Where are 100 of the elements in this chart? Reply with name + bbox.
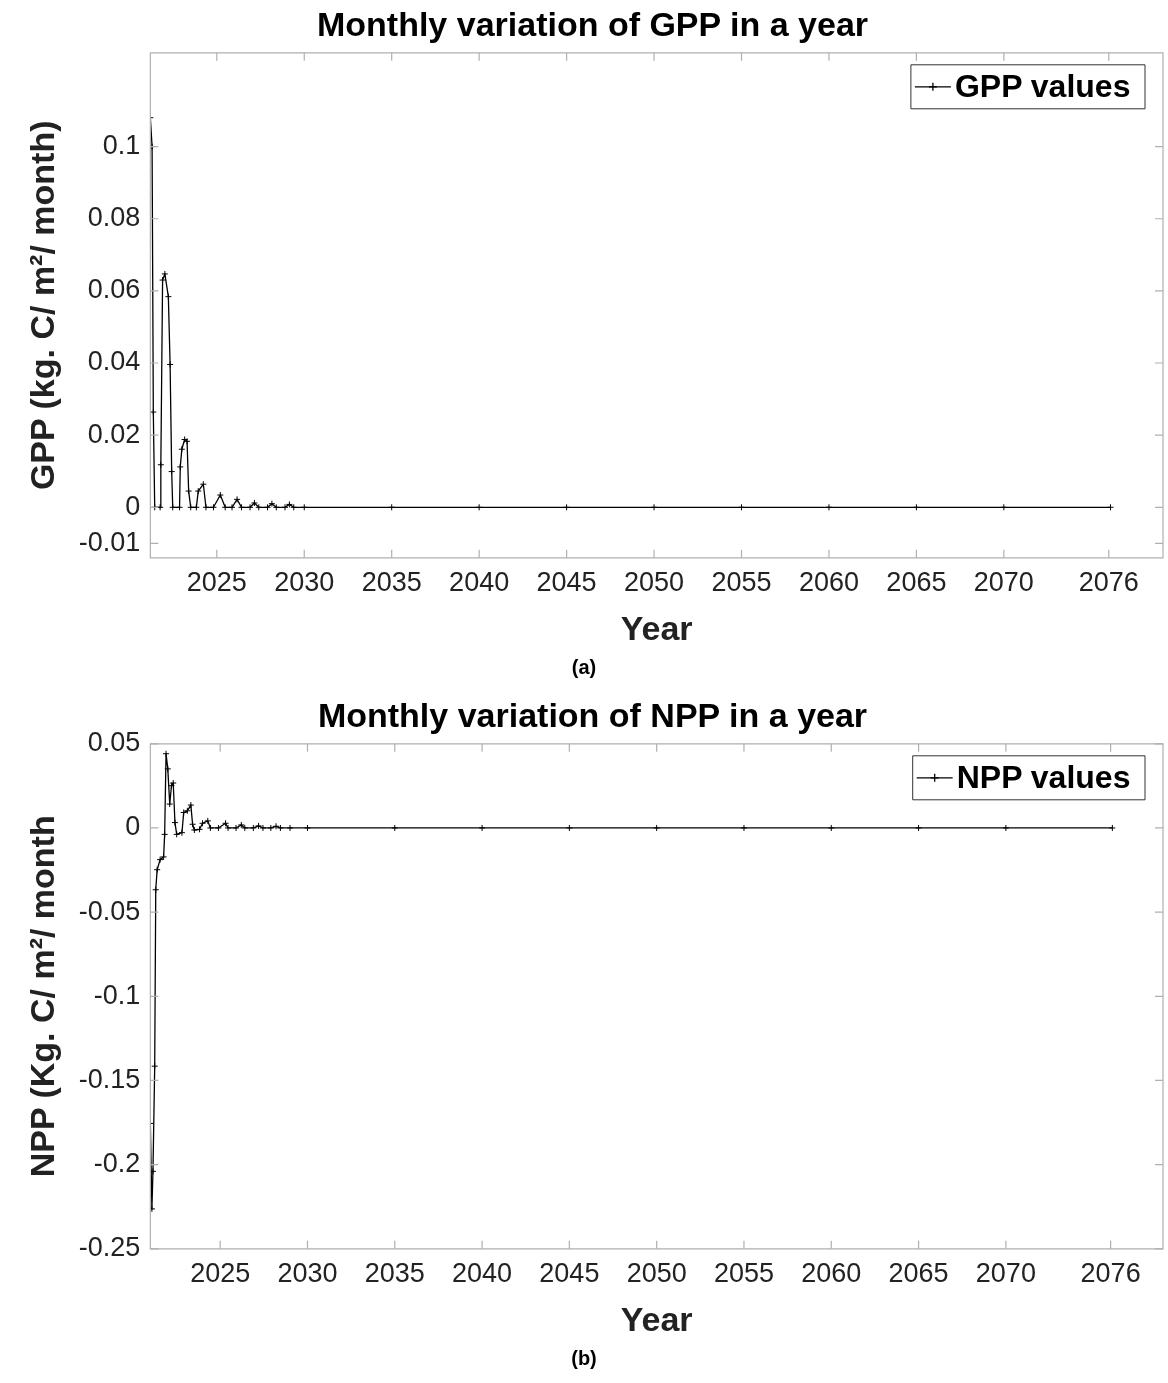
point [176, 503, 184, 511]
point [171, 819, 179, 827]
point [272, 503, 280, 511]
y-tick-label: -0.01 [78, 526, 141, 557]
y-tick-label: 0 [125, 490, 141, 521]
chart-title: Monthly variation of GPP in a year [316, 4, 869, 43]
point [196, 825, 204, 833]
point [912, 503, 920, 511]
point [176, 463, 184, 471]
point [268, 500, 276, 508]
x-tick-label: 2060 [801, 1258, 862, 1289]
point [1002, 824, 1010, 832]
point [300, 503, 308, 511]
y-tick-label: 0.08 [87, 202, 141, 233]
point [563, 503, 571, 511]
point [178, 829, 186, 837]
x-tick-label: 2045 [536, 567, 597, 598]
point [264, 503, 272, 511]
point [162, 750, 170, 758]
x-tick-label: 2076 [1080, 1258, 1141, 1289]
legend-label: NPP values [956, 758, 1131, 795]
point [189, 820, 197, 828]
point [173, 830, 181, 838]
x-tick-label: 2035 [361, 567, 422, 598]
point [825, 503, 833, 511]
y-tick-label: 0.06 [87, 274, 141, 305]
point [255, 822, 263, 830]
point [228, 503, 236, 511]
point [303, 824, 311, 832]
point [150, 1167, 157, 1175]
point [246, 503, 254, 511]
y-tick-label: 0.04 [87, 346, 141, 377]
point [150, 408, 157, 416]
point [168, 468, 176, 476]
point [209, 503, 217, 511]
point [157, 461, 165, 469]
point [237, 503, 245, 511]
point [164, 293, 172, 301]
x-tick-label: 2045 [539, 1258, 600, 1289]
y-axis-title: NPP (Kg. C/ m²/ month [22, 815, 61, 1178]
y-tick-label: 0.05 [87, 727, 141, 758]
y-tick-label: -0.1 [93, 979, 141, 1010]
point [237, 821, 245, 829]
point [241, 824, 249, 832]
point [166, 360, 174, 368]
x-axis-title: Year [620, 1299, 693, 1338]
point [216, 491, 224, 499]
y-tick-label: -0.2 [93, 1148, 141, 1179]
point [161, 270, 169, 278]
point [650, 503, 658, 511]
x-tick-label: 2030 [274, 567, 335, 598]
text: (b) [570, 1346, 598, 1371]
point [221, 503, 229, 511]
y-tick-label: -0.05 [78, 895, 141, 926]
point [388, 503, 396, 511]
x-tick-label: 2065 [886, 567, 947, 598]
point [199, 819, 207, 827]
x-tick-label: 2025 [190, 1258, 251, 1289]
point [160, 853, 168, 861]
x-tick-label: 2030 [277, 1258, 338, 1289]
x-tick-label: 2040 [452, 1258, 513, 1289]
point [161, 830, 169, 838]
text: (a) [570, 655, 598, 680]
point [214, 824, 222, 832]
x-tick-label: 2055 [713, 1258, 775, 1289]
point [267, 824, 275, 832]
point [565, 824, 573, 832]
x-tick-label: 2035 [364, 1258, 425, 1289]
point [156, 856, 164, 864]
point [164, 765, 172, 773]
x-tick-label: 2040 [449, 567, 510, 598]
point [183, 807, 191, 815]
point [276, 824, 284, 832]
y-tick-label: 0 [125, 811, 141, 842]
legend-label: GPP values [954, 67, 1131, 104]
point [391, 824, 399, 832]
point [187, 801, 195, 809]
x-axis-title: Year [620, 608, 693, 647]
x-tick-label: 2070 [973, 567, 1034, 598]
point [281, 503, 289, 511]
point [153, 866, 161, 874]
point [166, 800, 174, 808]
x-tick-label: 2076 [1078, 567, 1139, 598]
point [915, 824, 923, 832]
point [178, 445, 186, 453]
point [185, 487, 193, 495]
point [827, 824, 835, 832]
y-tick-label: -0.25 [78, 1232, 141, 1263]
point [478, 824, 486, 832]
point [1000, 503, 1008, 511]
point [190, 826, 198, 834]
point [233, 495, 241, 503]
point [194, 487, 202, 495]
point [150, 1205, 156, 1213]
point [286, 824, 294, 832]
point [159, 276, 167, 284]
point [653, 824, 661, 832]
point [272, 822, 280, 830]
point [192, 503, 200, 511]
point [475, 503, 483, 511]
